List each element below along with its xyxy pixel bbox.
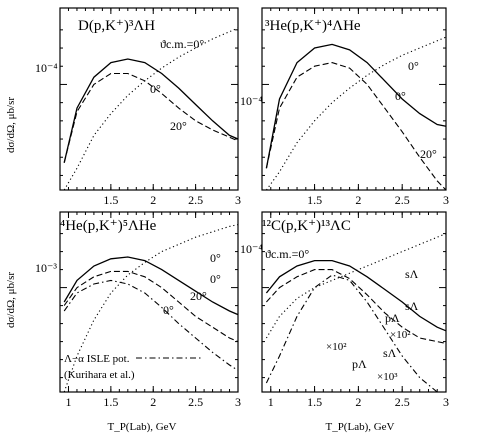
x-axis-label-right: T_P(Lab), GeV — [325, 421, 394, 433]
y-tick-label: 10⁻³ — [35, 261, 57, 275]
x-tick-label: 2 — [150, 395, 156, 409]
panel-helium4: ⁴He(p,K⁺)⁵ΛHe 10⁻³ 0° 0° 20° 0° Λ−α ISLE… — [35, 211, 241, 409]
x-tick-label: 3 — [443, 193, 449, 207]
annotation: ϑc.m.=0° — [160, 37, 204, 51]
plot-frame — [261, 7, 447, 191]
annotation: 0° — [210, 251, 221, 265]
annotation: pΛ — [385, 311, 400, 325]
panel-title: D(p,K⁺)³ΛH — [78, 18, 155, 34]
plot-frame — [59, 7, 239, 191]
panel-title: ³He(p,K⁺)⁴ΛHe — [265, 18, 361, 34]
y-tick-label: 10⁻⁴ — [240, 94, 263, 108]
x-tick-label: 1.5 — [103, 193, 118, 207]
x-tick-label: 2 — [150, 193, 156, 207]
x-tick-label: 2.5 — [395, 193, 410, 207]
x-tick-label: 2 — [355, 395, 361, 409]
annotation: 0° — [210, 272, 221, 286]
x-tick-label: 2.5 — [395, 395, 410, 409]
annotation: 20° — [420, 147, 437, 161]
x-tick-label: 2 — [355, 193, 361, 207]
annotation: 20° — [170, 119, 187, 133]
series-line-solid — [63, 256, 239, 316]
x-tick-label: 1 — [268, 395, 274, 409]
x-tick-label: 1.5 — [103, 395, 118, 409]
annotation: ×10² — [390, 329, 411, 341]
x-tick-label: 1.5 — [307, 193, 322, 207]
series-line-dashed — [265, 62, 447, 191]
series-line-dotted — [63, 27, 239, 191]
annotation: ×10² — [326, 341, 347, 353]
plot-frame — [59, 211, 239, 393]
panel-carbon12: ¹²C(p,K⁺)¹³ΛC 10⁻⁴ ϑc.m.=0° sΛ sΛ pΛ ×10… — [240, 211, 449, 409]
series-line-dotted — [265, 36, 447, 191]
x-tick-label: 3 — [235, 395, 241, 409]
annotation: 20° — [190, 289, 207, 303]
annotation: pΛ — [352, 357, 367, 371]
x-tick-label: 1.5 — [307, 395, 322, 409]
series-line-solid — [265, 259, 447, 332]
series-line-solid — [63, 58, 239, 163]
series-line-dashdot — [265, 274, 446, 393]
legend-sublabel: (Kurihara et al.) — [64, 369, 135, 381]
series-line-solid — [265, 43, 447, 169]
annotation: sΛ — [405, 267, 419, 281]
panel-title: ⁴He(p,K⁺)⁵ΛHe — [60, 218, 157, 234]
y-axis-label-top: dσ/dΩ, μb/sr — [5, 97, 17, 153]
legend-label: Λ−α ISLE pot. — [64, 353, 130, 365]
x-tick-label: 3 — [443, 395, 449, 409]
y-tick-label: 10⁻⁴ — [35, 61, 58, 75]
y-tick-label: 10⁻⁴ — [240, 242, 263, 256]
y-axis-label-bottom: dσ/dΩ, μb/sr — [5, 272, 17, 328]
x-tick-label: 1 — [65, 395, 71, 409]
annotation: 0° — [408, 59, 419, 73]
panel-title: ¹²C(p,K⁺)¹³ΛC — [262, 218, 351, 234]
x-axis-label-left: T_P(Lab), GeV — [107, 421, 176, 433]
x-tick-label: 3 — [235, 193, 241, 207]
plot-frame — [261, 211, 447, 393]
series-line-dashed — [265, 269, 447, 344]
panel-deuteron: D(p,K⁺)³ΛH 10⁻⁴ ϑc.m.=0° 0° 20° 1.5 2 2.5 3 — [35, 7, 241, 207]
series-line-dashed — [63, 72, 239, 163]
x-tick-label: 2.5 — [188, 395, 203, 409]
x-tick-label: 2.5 — [188, 193, 203, 207]
series-line-dashed — [63, 270, 239, 343]
annotation: ×10³ — [377, 371, 398, 383]
annotation: sΛ — [405, 299, 419, 313]
series-line-dotted — [63, 224, 239, 393]
annotation: 0° — [395, 89, 406, 103]
annotation: sΛ — [383, 346, 397, 360]
panel-helium3: ³He(p,K⁺)⁴ΛHe 10⁻⁴ 0° 0° 20° 1.5 2 2.5 3 — [240, 7, 449, 207]
annotation: ϑc.m.=0° — [265, 247, 309, 261]
annotation: 0° — [163, 303, 174, 317]
